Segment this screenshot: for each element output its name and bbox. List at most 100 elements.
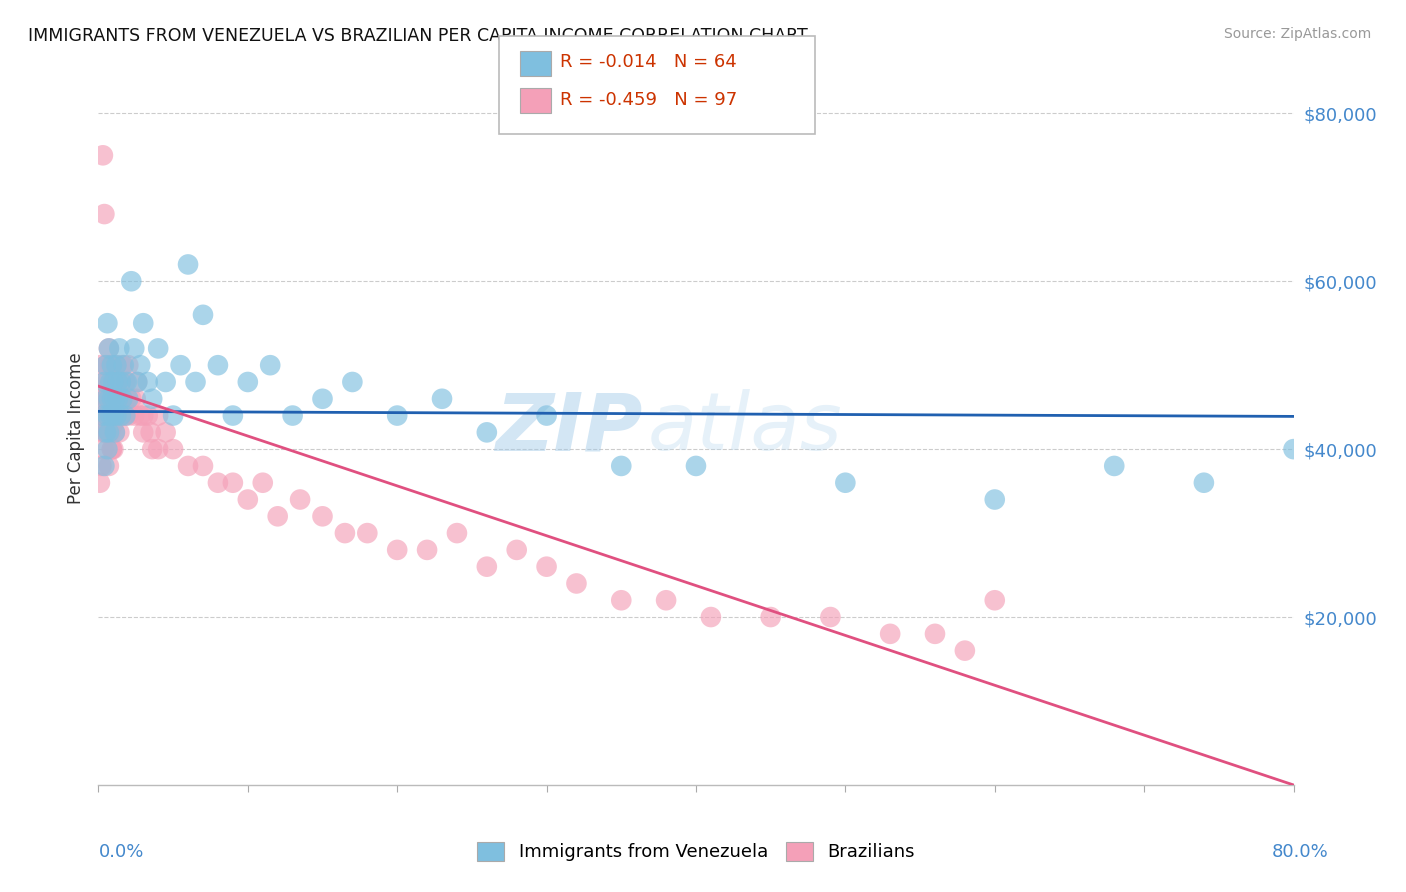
Point [984,492,1007,507]
Point [136,409,159,423]
Point [117,358,139,372]
Point [148,409,170,423]
Point [169,358,191,372]
Point [120,392,142,406]
Point [342,375,364,389]
Point [475,425,498,440]
Point [96,392,118,406]
Point [101,442,124,457]
Point [97,425,120,440]
Point [1282,442,1305,457]
Point [125,392,148,406]
Point [89,358,111,372]
Point [94,425,117,440]
Point [129,409,152,423]
Point [114,375,136,389]
Point [117,409,139,423]
Point [416,542,439,557]
Point [117,392,139,406]
Text: 80.0%: 80.0% [1272,843,1329,861]
Point [104,375,127,389]
Point [98,409,122,423]
Point [288,492,311,507]
Point [267,509,290,524]
Point [94,358,117,372]
Point [108,392,131,406]
Point [103,392,125,406]
Point [1192,475,1215,490]
Point [90,384,112,398]
Point [114,409,136,423]
Point [155,425,177,440]
Point [97,392,120,406]
Point [356,526,378,541]
Point [129,358,152,372]
Point [177,458,200,473]
Point [879,627,901,641]
Point [111,392,134,406]
Point [105,392,128,406]
Point [96,409,118,423]
Point [110,375,132,389]
Text: 0.0%: 0.0% [98,843,143,861]
Point [93,375,115,389]
Point [91,148,114,162]
Point [139,425,162,440]
Point [101,442,124,457]
Point [430,392,453,406]
Point [98,425,122,440]
Point [98,375,122,389]
Point [311,392,333,406]
Point [107,392,129,406]
Point [207,475,229,490]
Point [91,442,114,457]
Point [475,559,498,574]
Point [111,392,134,406]
Point [834,475,856,490]
Point [536,409,558,423]
Text: Source: ZipAtlas.com: Source: ZipAtlas.com [1223,27,1371,41]
Point [222,409,245,423]
Point [101,358,124,372]
Point [96,392,118,406]
Point [610,593,633,607]
Point [96,316,118,330]
Point [222,475,245,490]
Point [162,442,184,457]
Point [108,425,131,440]
Point [105,358,128,372]
Point [97,342,120,356]
Point [112,358,135,372]
Point [94,392,117,406]
Point [1104,458,1126,473]
Point [333,526,356,541]
Point [93,375,115,389]
Point [107,375,129,389]
Legend: Immigrants from Venezuela, Brazilians: Immigrants from Venezuela, Brazilians [470,835,922,869]
Point [103,442,125,457]
Point [191,458,214,473]
Point [98,358,122,372]
Point [610,458,633,473]
Point [110,375,132,389]
Text: ZIP: ZIP [495,389,643,467]
Text: R = -0.014   N = 64: R = -0.014 N = 64 [560,54,737,71]
Point [259,358,281,372]
Point [110,392,132,406]
Point [110,409,132,423]
Point [91,392,114,406]
Point [107,375,129,389]
Point [565,576,588,591]
Point [94,409,117,423]
Point [103,375,125,389]
Point [90,458,112,473]
Point [91,409,114,423]
Point [177,257,200,271]
Point [953,643,976,657]
Point [93,409,115,423]
Point [93,425,115,440]
Point [93,207,115,221]
Point [385,409,409,423]
Point [94,417,117,431]
Point [924,627,946,641]
